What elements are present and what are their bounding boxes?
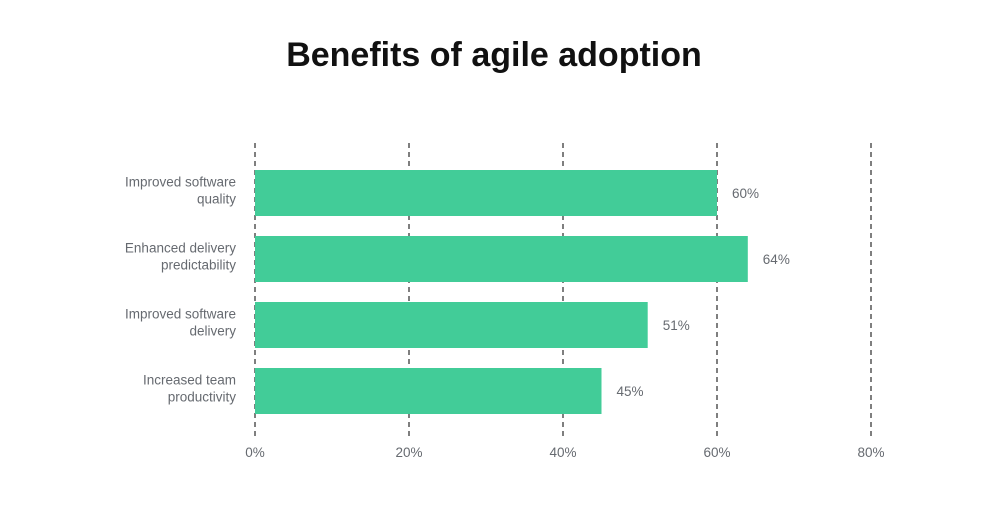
category-label: predictability bbox=[161, 258, 236, 273]
category-label: Increased team bbox=[143, 373, 236, 388]
x-tick-label: 40% bbox=[549, 445, 576, 460]
chart-title: Benefits of agile adoption bbox=[286, 36, 702, 74]
bar bbox=[255, 170, 717, 216]
data-label: 64% bbox=[763, 252, 790, 267]
category-label: Enhanced delivery bbox=[125, 241, 236, 256]
bar bbox=[255, 236, 748, 282]
category-label: quality bbox=[197, 192, 236, 207]
category-label: productivity bbox=[168, 390, 237, 405]
category-label: delivery bbox=[189, 324, 236, 339]
category-label: Improved software bbox=[125, 307, 236, 322]
category-label: Improved software bbox=[125, 175, 236, 190]
x-tick-label: 20% bbox=[395, 445, 422, 460]
bar bbox=[255, 368, 602, 414]
x-tick-label: 60% bbox=[703, 445, 730, 460]
bar bbox=[255, 302, 648, 348]
x-tick-label: 80% bbox=[857, 445, 884, 460]
data-label: 60% bbox=[732, 186, 759, 201]
data-label: 45% bbox=[617, 384, 644, 399]
x-tick-label: 0% bbox=[245, 445, 265, 460]
data-label: 51% bbox=[663, 318, 690, 333]
